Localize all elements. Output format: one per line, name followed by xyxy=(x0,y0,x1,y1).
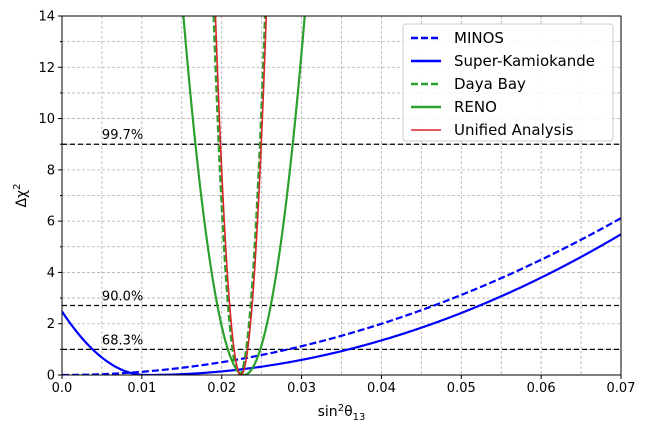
threshold-label: 99.7% xyxy=(102,128,143,143)
y-tick-label: 6 xyxy=(47,215,55,230)
y-tick-label: 8 xyxy=(47,163,55,178)
x-tick-label: 0.05 xyxy=(447,381,476,396)
legend: MINOS Super-Kamiokande Daya Bay RENO Unified… xyxy=(402,23,614,142)
x-tick-label: 0.07 xyxy=(607,381,636,396)
x-tick-label: 0.03 xyxy=(287,381,316,396)
y-tick-label: 2 xyxy=(47,317,55,332)
threshold-label: 68.3% xyxy=(102,333,143,348)
axis-ticks: 0.0 0.01 0.02 0.03 0.04 0.05 0.06 0.07 0 2 4 6 8 10 12… xyxy=(38,10,635,397)
legend-entry: Daya Bay xyxy=(454,75,526,93)
threshold-labels: 68.3% 90.0% 99.7% xyxy=(102,128,143,348)
threshold-label: 90.0% xyxy=(102,290,143,305)
y-tick-label: 0 xyxy=(47,369,55,384)
x-tick-label: 0.04 xyxy=(367,381,396,396)
y-tick-label: 12 xyxy=(38,61,55,76)
y-tick-label: 10 xyxy=(38,112,55,127)
y-axis-label: Δχ2 xyxy=(12,183,30,207)
legend-entry: Unified Analysis xyxy=(454,121,574,139)
legend-entry: Super-Kamiokande xyxy=(454,52,595,70)
x-tick-label: 0.01 xyxy=(127,381,156,396)
y-tick-label: 14 xyxy=(38,10,55,25)
x-axis-label: sin2θ13 xyxy=(318,403,366,423)
legend-box xyxy=(402,23,614,142)
legend-entry: RENO xyxy=(454,98,497,116)
legend-entry: MINOS xyxy=(454,29,504,47)
threshold-lines xyxy=(62,143,621,351)
x-tick-label: 0.06 xyxy=(527,381,556,396)
x-tick-label: 0.0 xyxy=(52,381,73,396)
series-line-minos xyxy=(62,217,621,375)
y-tick-label: 4 xyxy=(47,266,55,281)
x-tick-label: 0.02 xyxy=(207,381,236,396)
